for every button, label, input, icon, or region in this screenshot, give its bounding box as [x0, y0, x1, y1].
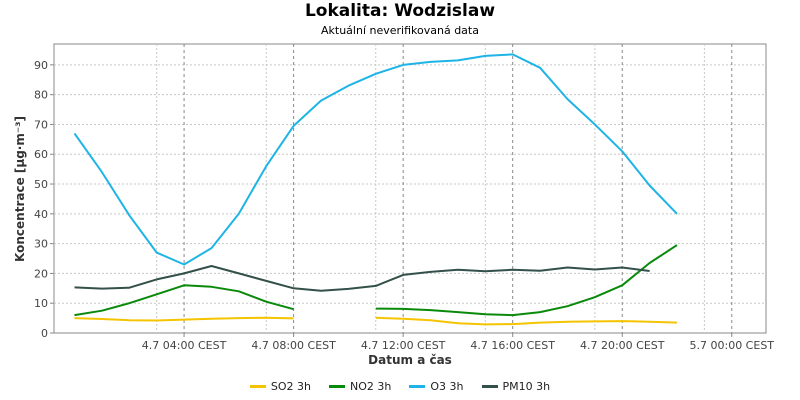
- x-tick-label-1: 4.7 08:00 CEST: [251, 339, 336, 352]
- legend-item-o3-3h: O3 3h: [409, 380, 464, 393]
- x-tick-label-0: 4.7 04:00 CEST: [142, 339, 227, 352]
- legend-label-pm10-3h: PM10 3h: [502, 380, 551, 393]
- series-line-pm10-3h-0: [74, 265, 650, 292]
- y-axis-label: Koncentrace [µg·m⁻³]: [13, 116, 27, 262]
- y-tick-label-8: 80: [34, 89, 48, 102]
- legend-label-no2-3h: NO2 3h: [350, 380, 392, 393]
- y-tick-label-5: 50: [34, 178, 48, 191]
- series-group: [73, 53, 678, 326]
- series-line-no2-3h-0: [74, 284, 294, 317]
- legend-swatch-pm10-3h: [481, 385, 498, 388]
- y-tick-label-1: 10: [34, 297, 48, 310]
- legend-label-so2-3h: SO2 3h: [270, 380, 312, 393]
- y-tick-label-2: 20: [34, 267, 48, 280]
- series-line-so2-3h-0: [74, 316, 294, 322]
- x-tick-label-4: 4.7 20:00 CEST: [580, 339, 665, 352]
- legend-swatch-so2-3h: [249, 385, 266, 388]
- series-line-so2-3h-1: [375, 316, 678, 326]
- x-tick-label-3: 4.7 16:00 CEST: [470, 339, 555, 352]
- plot-area: [53, 43, 767, 334]
- x-tick-label-2: 4.7 12:00 CEST: [361, 339, 446, 352]
- series-line-no2-3h-1: [375, 244, 678, 317]
- grid: [54, 44, 766, 333]
- y-tick-label-7: 70: [34, 118, 48, 131]
- legend-swatch-o3-3h: [409, 385, 426, 388]
- y-tick-label-4: 40: [34, 208, 48, 221]
- y-tick-label-0: 0: [41, 327, 48, 340]
- y-axis-ticks: 0 10 20 30 40 50 60 70 80 90: [34, 59, 54, 340]
- legend-item-no2-3h: NO2 3h: [329, 380, 391, 393]
- legend-swatch-no2-3h: [329, 385, 346, 388]
- x-axis-ticks: 4.7 04:00 CEST 4.7 08:00 CEST 4.7 12:00 CE…: [142, 333, 774, 352]
- legend-label-o3-3h: O3 3h: [430, 380, 464, 393]
- series-line-o3-3h-0: [73, 53, 678, 266]
- y-tick-label-9: 90: [34, 59, 48, 72]
- chart-subtitle: Aktuální neverifikovaná data: [321, 24, 479, 37]
- x-tick-label-5: 5.7 00:00 CEST: [690, 339, 775, 352]
- y-tick-label-6: 60: [34, 148, 48, 161]
- x-axis-label: Datum a čas: [368, 353, 452, 367]
- y-tick-label-3: 30: [34, 238, 48, 251]
- chart-title: Lokalita: Wodzislaw: [304, 1, 496, 21]
- legend-item-so2-3h: SO2 3h: [249, 380, 312, 393]
- legend-item-pm10-3h: PM10 3h: [481, 380, 551, 393]
- legend: SO2 3h NO2 3h O3 3h PM10 3h: [0, 380, 800, 393]
